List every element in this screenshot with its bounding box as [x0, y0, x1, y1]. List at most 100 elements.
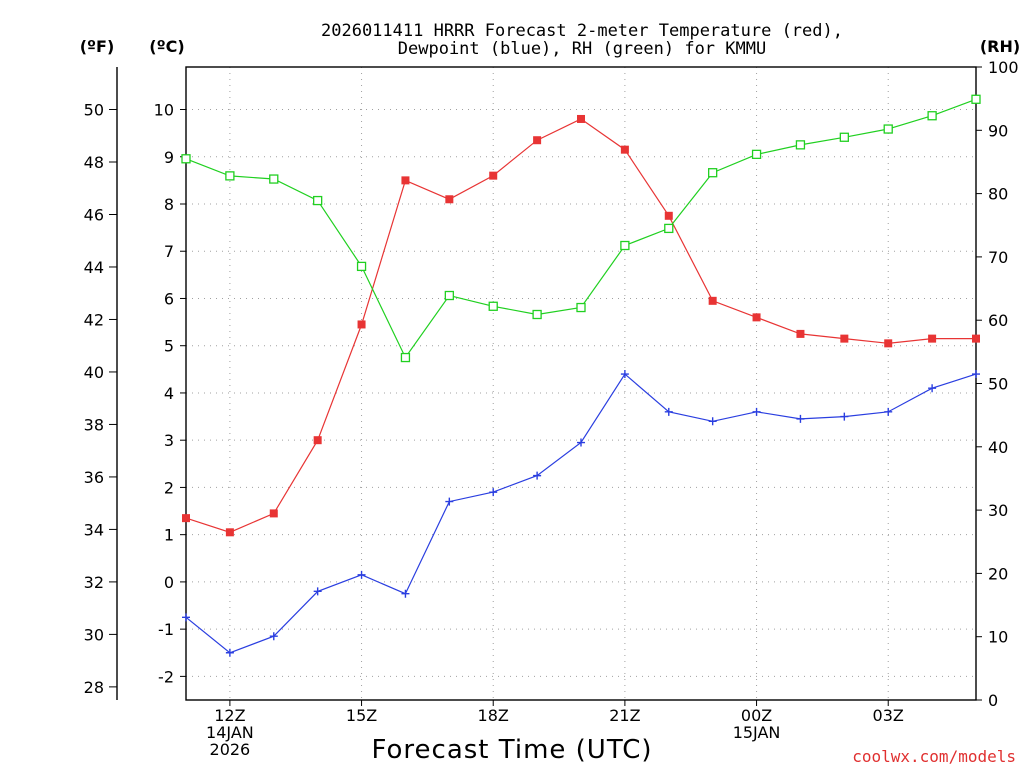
x-tick-label: 15JAN	[733, 723, 781, 742]
celsius-tick-label: 0	[164, 573, 174, 592]
rh-point	[751, 149, 762, 160]
rh-tick-label: 80	[988, 185, 1008, 204]
rh-point	[313, 195, 323, 206]
rh-point	[488, 301, 498, 311]
fahrenheit-tick-label: 38	[84, 415, 104, 434]
rh-point	[795, 140, 806, 150]
x-tick-label: 00Z	[741, 706, 772, 725]
dewpoint-point	[401, 589, 410, 598]
celsius-tick-label: -2	[158, 667, 174, 686]
rh-point	[532, 309, 542, 320]
dewpoint-point	[796, 414, 805, 423]
dewpoint-point	[313, 587, 322, 596]
rh-point	[708, 168, 718, 178]
dewpoint-point	[664, 407, 673, 416]
rh-tick-label: 70	[988, 248, 1008, 267]
celsius-tick-label: 10	[154, 101, 174, 120]
dewpoint-point	[884, 407, 893, 416]
celsius-tick-label: 4	[164, 384, 174, 403]
temperature-point	[445, 195, 454, 204]
chart-title-line-2: Dewpoint (blue), RH (green) for KMMU	[398, 39, 766, 59]
rh-axis-unit: (RH)	[980, 37, 1020, 56]
temperature-point	[489, 171, 498, 180]
rh-tick-label: 10	[988, 628, 1008, 647]
dewpoint-point	[840, 412, 849, 421]
x-tick-label: 12Z	[214, 706, 245, 725]
rh-tick-label: 90	[988, 121, 1008, 140]
temperature-point	[313, 436, 322, 445]
rh-point	[356, 261, 367, 272]
credit-text: coolwx.com/models	[852, 747, 1016, 766]
dewpoint-point	[533, 471, 542, 480]
celsius-tick-label: 9	[164, 148, 174, 167]
temperature-point	[269, 509, 278, 518]
x-tick-label: 03Z	[873, 706, 904, 725]
dewpoint-point	[620, 370, 629, 379]
rh-tick-label: 100	[988, 58, 1019, 77]
fahrenheit-tick-label: 34	[84, 520, 104, 539]
axes: 283032343638404244464850-2-1012345678910…	[84, 58, 1019, 759]
rh-point	[269, 174, 279, 184]
rh-point	[225, 171, 235, 181]
x-tick-label: 15Z	[346, 706, 377, 725]
fahrenheit-tick-label: 50	[84, 101, 104, 120]
x-tick-label: 21Z	[609, 706, 640, 725]
celsius-tick-label: 8	[164, 195, 174, 214]
fahrenheit-tick-label: 46	[84, 205, 104, 224]
celsius-tick-label: 7	[164, 242, 174, 261]
temperature-point	[752, 313, 761, 322]
dewpoint-point	[752, 407, 761, 416]
dewpoint-point	[489, 488, 498, 497]
celsius-tick-label: 3	[164, 431, 174, 450]
rh-tick-label: 30	[988, 501, 1008, 520]
x-tick-label: 2026	[210, 740, 251, 759]
rh-tick-label: 0	[988, 691, 998, 710]
dewpoint-point	[972, 370, 980, 379]
temperature-point	[664, 211, 673, 220]
dewpoint-point	[269, 632, 278, 641]
temperature-point	[840, 334, 849, 343]
celsius-tick-label: 1	[164, 526, 174, 545]
fahrenheit-axis-unit: (ºF)	[80, 37, 115, 56]
rh-tick-label: 50	[988, 375, 1008, 394]
fahrenheit-tick-label: 32	[84, 573, 104, 592]
fahrenheit-tick-label: 28	[84, 678, 104, 697]
temperature-point	[884, 339, 893, 348]
x-tick-label: 18Z	[478, 706, 509, 725]
dewpoint-point	[708, 417, 717, 426]
rh-tick-label: 40	[988, 438, 1008, 457]
temperature-point	[533, 136, 542, 145]
series-line-2-meter-temperature	[185, 118, 976, 533]
data-series	[181, 94, 981, 657]
fahrenheit-tick-label: 44	[84, 258, 104, 277]
fahrenheit-tick-label: 30	[84, 625, 104, 644]
rh-point	[444, 290, 454, 301]
chart-title-line-1: 2026011411 HRRR Forecast 2-meter Tempera…	[321, 21, 843, 41]
temperature-point	[972, 334, 980, 343]
x-axis-title: Forecast Time (UTC)	[371, 735, 652, 765]
dewpoint-point	[928, 384, 937, 393]
rh-tick-label: 60	[988, 311, 1008, 330]
dewpoint-point	[357, 570, 366, 579]
temperature-point	[357, 320, 366, 329]
dewpoint-point	[577, 438, 585, 447]
series-line-rh	[185, 98, 977, 359]
fahrenheit-tick-label: 48	[84, 153, 104, 172]
celsius-tick-label: -1	[158, 620, 174, 639]
rh-point	[664, 223, 674, 234]
rh-point	[400, 352, 411, 363]
temperature-point	[928, 334, 937, 343]
celsius-tick-label: 6	[164, 289, 174, 308]
fahrenheit-tick-label: 36	[84, 468, 104, 487]
celsius-axis-unit: (ºC)	[149, 37, 184, 56]
dewpoint-point	[225, 648, 234, 657]
rh-point	[927, 111, 937, 121]
celsius-tick-label: 5	[164, 337, 174, 356]
temperature-point	[401, 176, 410, 185]
temperature-point	[225, 528, 234, 537]
series-line-dewpoint	[185, 373, 977, 654]
rh-point	[576, 302, 586, 313]
rh-point	[839, 132, 849, 142]
temperature-point	[182, 514, 190, 523]
